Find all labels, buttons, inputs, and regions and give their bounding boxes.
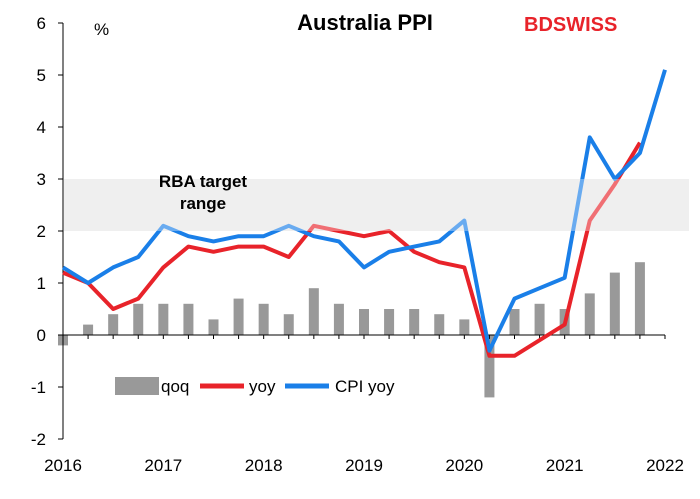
- y-tick-label: 6: [37, 14, 46, 33]
- rba-target-band: [64, 179, 689, 231]
- y-tick-label: -2: [31, 430, 46, 449]
- logo-text: BDSWISS: [524, 14, 617, 36]
- qoq-bar: [534, 303, 545, 335]
- band-overlay: [64, 179, 689, 231]
- band-label-line-1: RBA target: [159, 172, 247, 191]
- qoq-bar: [108, 314, 119, 335]
- legend: qoq yoy CPI yoy: [115, 377, 395, 396]
- qoq-bar: [434, 314, 445, 335]
- x-tick-label: 2021: [546, 456, 584, 475]
- qoq-bar: [484, 335, 495, 398]
- y-tick-label: 2: [37, 222, 46, 241]
- qoq-bar: [183, 303, 194, 335]
- y-tick-label: 1: [37, 274, 46, 293]
- logo-part-bd: BD: [524, 14, 553, 36]
- x-tick-label: 2019: [345, 456, 383, 475]
- qoq-bar: [384, 309, 395, 335]
- qoq-bar: [83, 324, 94, 335]
- series-lines: [61, 69, 667, 358]
- y-axis-ticks: -2 -1 0 1 2 3 4 5 6: [31, 14, 63, 449]
- x-tick-label: 2017: [144, 456, 182, 475]
- y-tick-label: 3: [37, 170, 46, 189]
- bdswiss-logo: BDSWISS: [524, 14, 617, 36]
- qoq-bar: [609, 272, 620, 335]
- legend-swatch-qoq: [115, 377, 159, 395]
- x-tick-label: 2018: [245, 456, 283, 475]
- qoq-bar: [333, 303, 344, 335]
- qoq-bar: [308, 288, 319, 335]
- y-tick-label: -1: [31, 378, 46, 397]
- band-label-line-2: range: [180, 194, 226, 213]
- qoq-bar: [409, 309, 420, 335]
- x-tick-label: 2020: [445, 456, 483, 475]
- qoq-bar: [584, 293, 595, 335]
- qoq-bar: [133, 303, 144, 335]
- qoq-bar: [283, 314, 294, 335]
- legend-label-cpi-yoy: CPI yoy: [335, 377, 395, 396]
- legend-label-yoy: yoy: [249, 377, 276, 396]
- qoq-bar: [158, 303, 169, 335]
- x-axis-ticks: 2016 2017 2018 2019 2020 2021 2022: [44, 335, 684, 475]
- qoq-bar: [509, 309, 520, 335]
- legend-label-qoq: qoq: [161, 377, 189, 396]
- yoy-line: [62, 141, 642, 358]
- qoq-bar: [359, 309, 369, 335]
- y-tick-label: 4: [37, 118, 46, 137]
- x-tick-label: 2022: [646, 456, 684, 475]
- chart-title: Australia PPI: [297, 10, 433, 35]
- qoq-bar: [208, 319, 219, 335]
- x-tick-label: 2016: [44, 456, 82, 475]
- qoq-bar: [233, 298, 244, 335]
- y-tick-label: 0: [37, 326, 46, 345]
- qoq-bar: [258, 303, 269, 335]
- y-unit-label: %: [94, 20, 109, 39]
- qoq-bar: [634, 262, 645, 335]
- logo-part-swiss: SWISS: [553, 14, 617, 36]
- y-tick-label: 5: [37, 66, 46, 85]
- qoq-bar: [459, 319, 470, 335]
